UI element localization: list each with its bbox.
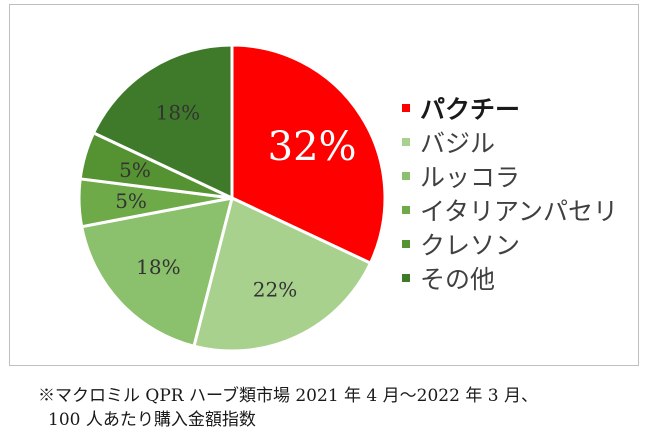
pie-slice-bajiru <box>192 196 372 353</box>
legend-item-rukkora: ルッコラ <box>402 159 618 193</box>
pie-slice-rukkora <box>80 196 234 348</box>
legend-swatch-bajiru <box>402 138 410 146</box>
source-footnote: ※マクロミル QPR ハーブ類市場 2021 年 4 月～2022 年 3 月、… <box>38 384 538 432</box>
legend-swatch-sonota <box>402 274 410 282</box>
pie-slice-sonota <box>92 43 234 200</box>
legend-label-sonota: その他 <box>420 265 496 294</box>
data-label-pakuchi: 32% <box>268 124 357 170</box>
data-label-bajiru: 22% <box>253 277 297 301</box>
legend-item-bajiru: バジル <box>402 125 618 159</box>
legend-swatch-italian-parsley <box>402 206 410 214</box>
legend-item-kureson: クレソン <box>402 227 618 261</box>
footnote-line-1: ※マクロミル QPR ハーブ類市場 2021 年 4 月～2022 年 3 月、 <box>38 386 538 406</box>
data-label-sonota: 18% <box>156 101 200 125</box>
legend-item-pakuchi: パクチー <box>402 91 618 125</box>
legend-label-bajiru: バジル <box>420 129 496 158</box>
legend: パクチーバジルルッコライタリアンパセリ クレソンその他 <box>402 91 618 295</box>
legend-label-kureson: クレソン <box>420 231 521 260</box>
legend-item-sonota: その他 <box>402 261 618 295</box>
data-label-kureson: 5% <box>119 158 151 182</box>
legend-item-italian-parsley: イタリアンパセリ <box>402 193 618 227</box>
legend-label-rukkora: ルッコラ <box>420 163 521 192</box>
legend-label-italian-parsley: イタリアンパセリ <box>420 197 619 226</box>
chart-frame: 32% 22% 18% 5% 5% 18% パクチーバジルルッコライタリアンパセリ クレソン… <box>9 4 639 366</box>
footnote-line-2: 100 人あたり購入金額指数 <box>48 410 256 430</box>
legend-swatch-rukkora <box>402 172 410 180</box>
pie-chart: 32% 22% 18% 5% 5% 18% <box>77 43 387 353</box>
pie-slice-pakuchi <box>230 43 387 265</box>
data-label-rukkora: 18% <box>136 255 180 279</box>
legend-swatch-pakuchi <box>402 104 410 112</box>
legend-swatch-kureson <box>402 240 410 248</box>
data-label-italian-parsley: 5% <box>115 189 147 213</box>
legend-label-pakuchi: パクチー <box>420 95 521 124</box>
